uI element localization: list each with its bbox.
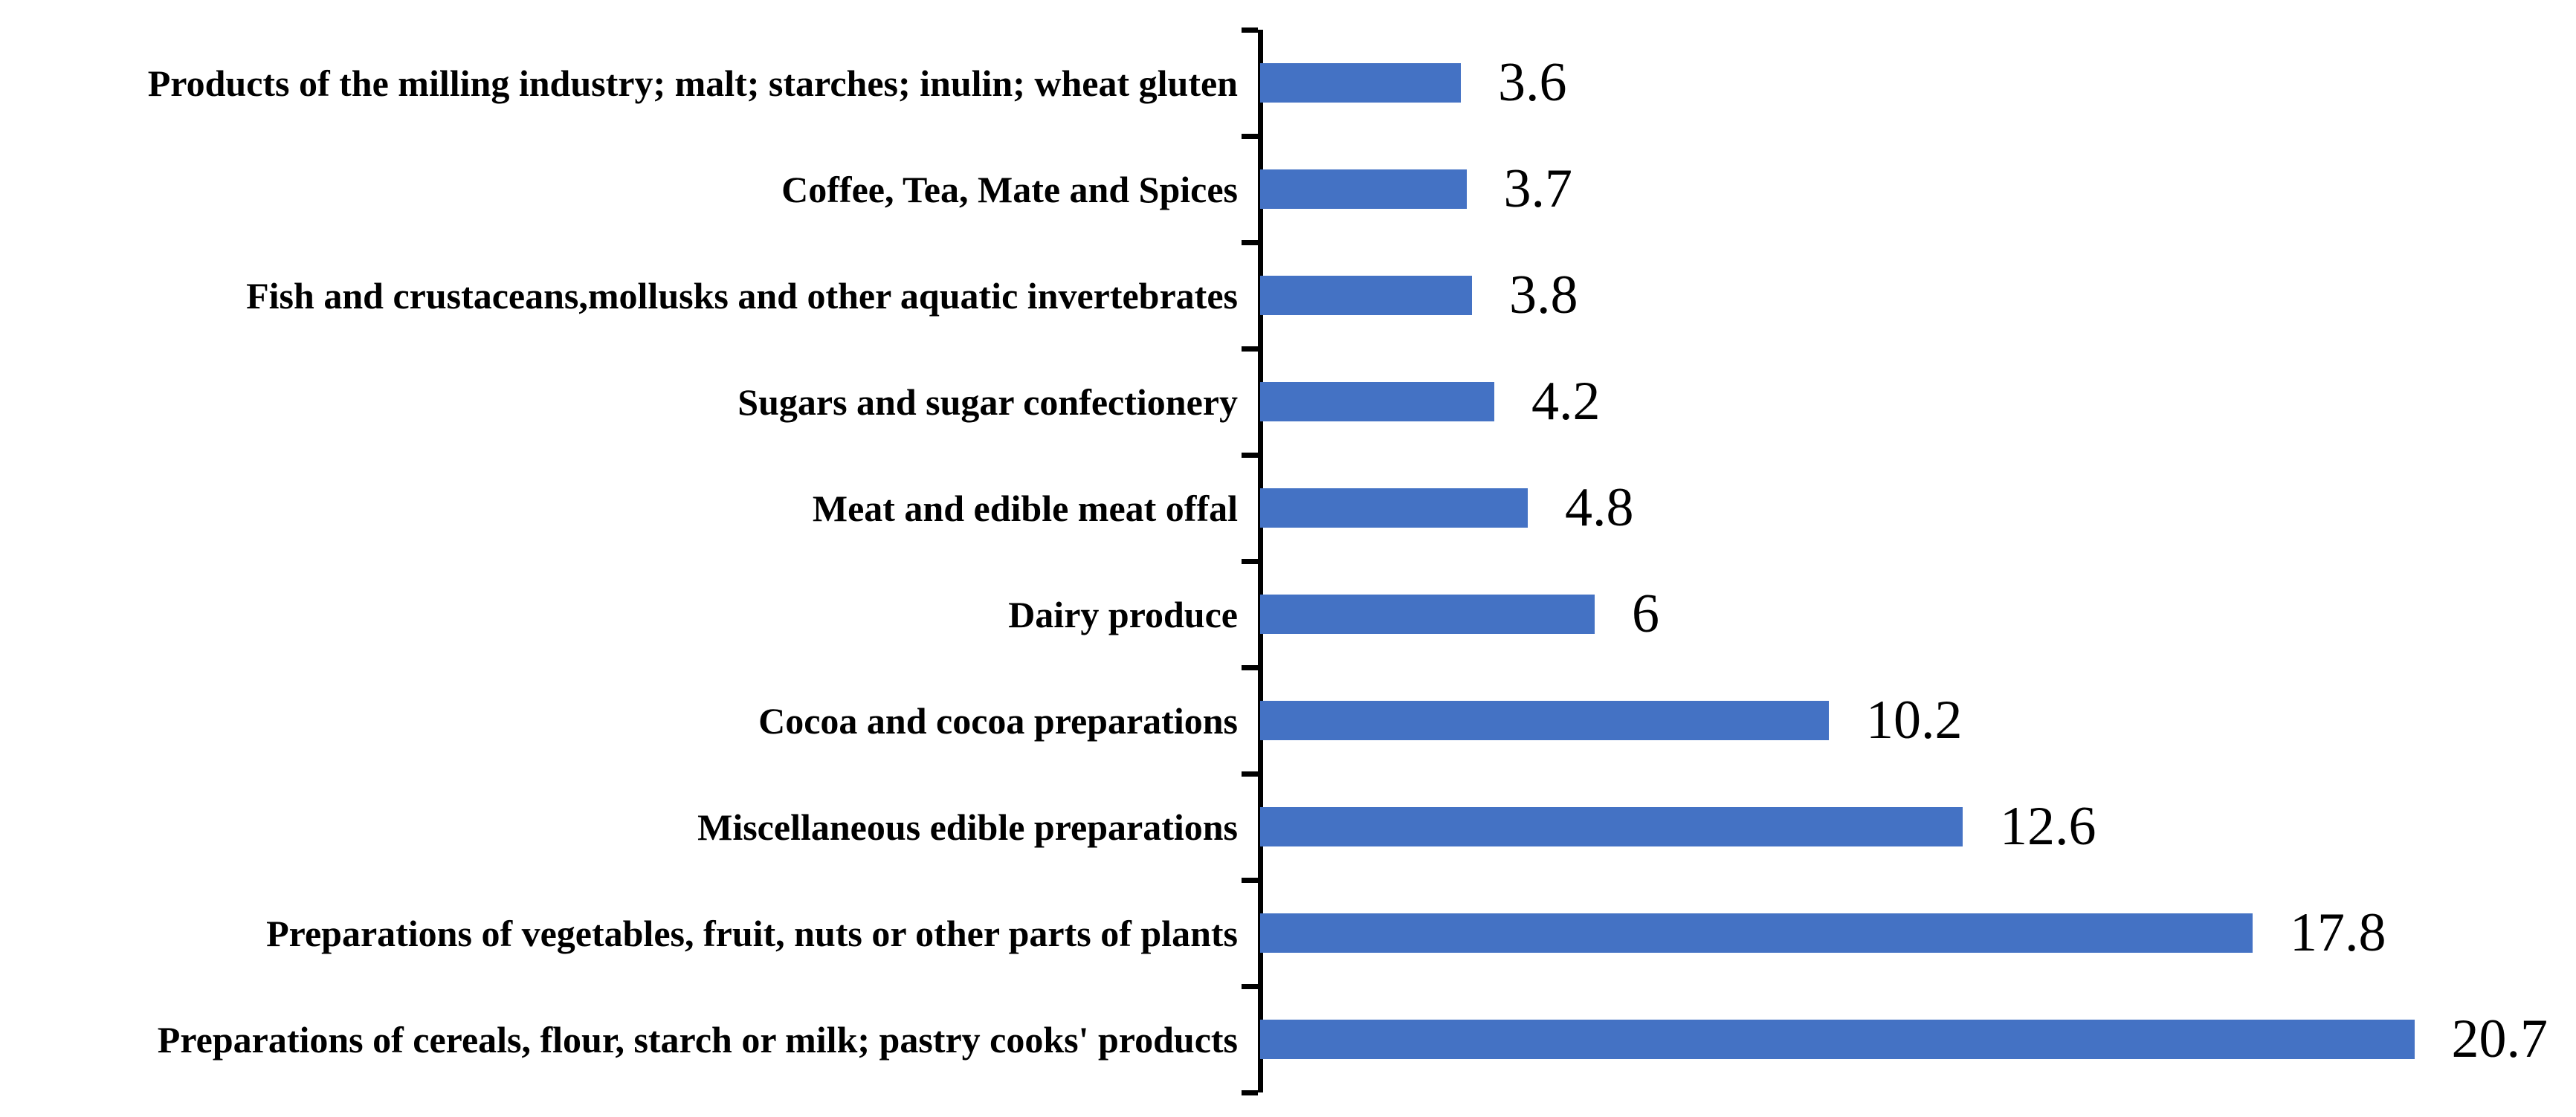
bar xyxy=(1260,382,1494,421)
value-label: 6 xyxy=(1632,583,1659,644)
bar xyxy=(1260,913,2253,953)
category-label: Sugars and sugar confectionery xyxy=(737,381,1238,423)
value-label: 4.8 xyxy=(1565,477,1634,538)
category-label: Preparations of vegetables, fruit, nuts … xyxy=(266,912,1238,954)
value-label: 12.6 xyxy=(2000,796,2096,857)
category-label: Meat and edible meat offal xyxy=(812,487,1238,529)
y-axis-tick xyxy=(1241,558,1258,564)
y-axis-tick xyxy=(1241,239,1258,245)
y-axis-tick xyxy=(1241,664,1258,670)
value-label: 4.2 xyxy=(1531,371,1601,432)
value-label: 3.6 xyxy=(1498,52,1567,113)
value-label: 10.2 xyxy=(1866,690,1963,751)
value-label: 3.7 xyxy=(1503,158,1573,219)
value-label: 20.7 xyxy=(2451,1008,2548,1069)
y-axis-line xyxy=(1257,30,1263,1092)
category-label: Cocoa and cocoa preparations xyxy=(758,699,1238,742)
bar xyxy=(1260,276,1472,315)
bar xyxy=(1260,169,1467,209)
bar xyxy=(1260,488,1528,528)
category-label: Preparations of cereals, flour, starch o… xyxy=(157,1018,1238,1061)
y-axis-tick xyxy=(1241,133,1258,139)
y-axis-tick xyxy=(1241,877,1258,883)
category-label: Coffee, Tea, Mate and Spices xyxy=(781,168,1238,210)
bar xyxy=(1260,1020,2415,1059)
category-label: Fish and crustaceans,mollusks and other … xyxy=(246,274,1238,317)
y-axis-tick xyxy=(1241,771,1258,777)
y-axis-tick xyxy=(1241,452,1258,458)
value-label: 17.8 xyxy=(2290,902,2386,963)
category-label: Miscellaneous edible preparations xyxy=(697,806,1238,848)
y-axis-tick xyxy=(1241,346,1258,352)
y-axis-tick xyxy=(1241,27,1258,33)
bar xyxy=(1260,595,1595,634)
bar xyxy=(1260,63,1461,103)
category-label: Products of the milling industry; malt; … xyxy=(147,62,1238,104)
y-axis-tick xyxy=(1241,1090,1258,1095)
bar xyxy=(1260,701,1829,740)
category-label: Dairy produce xyxy=(1008,593,1238,635)
value-label: 3.8 xyxy=(1509,265,1578,326)
bar xyxy=(1260,807,1963,846)
y-axis-tick xyxy=(1241,983,1258,989)
